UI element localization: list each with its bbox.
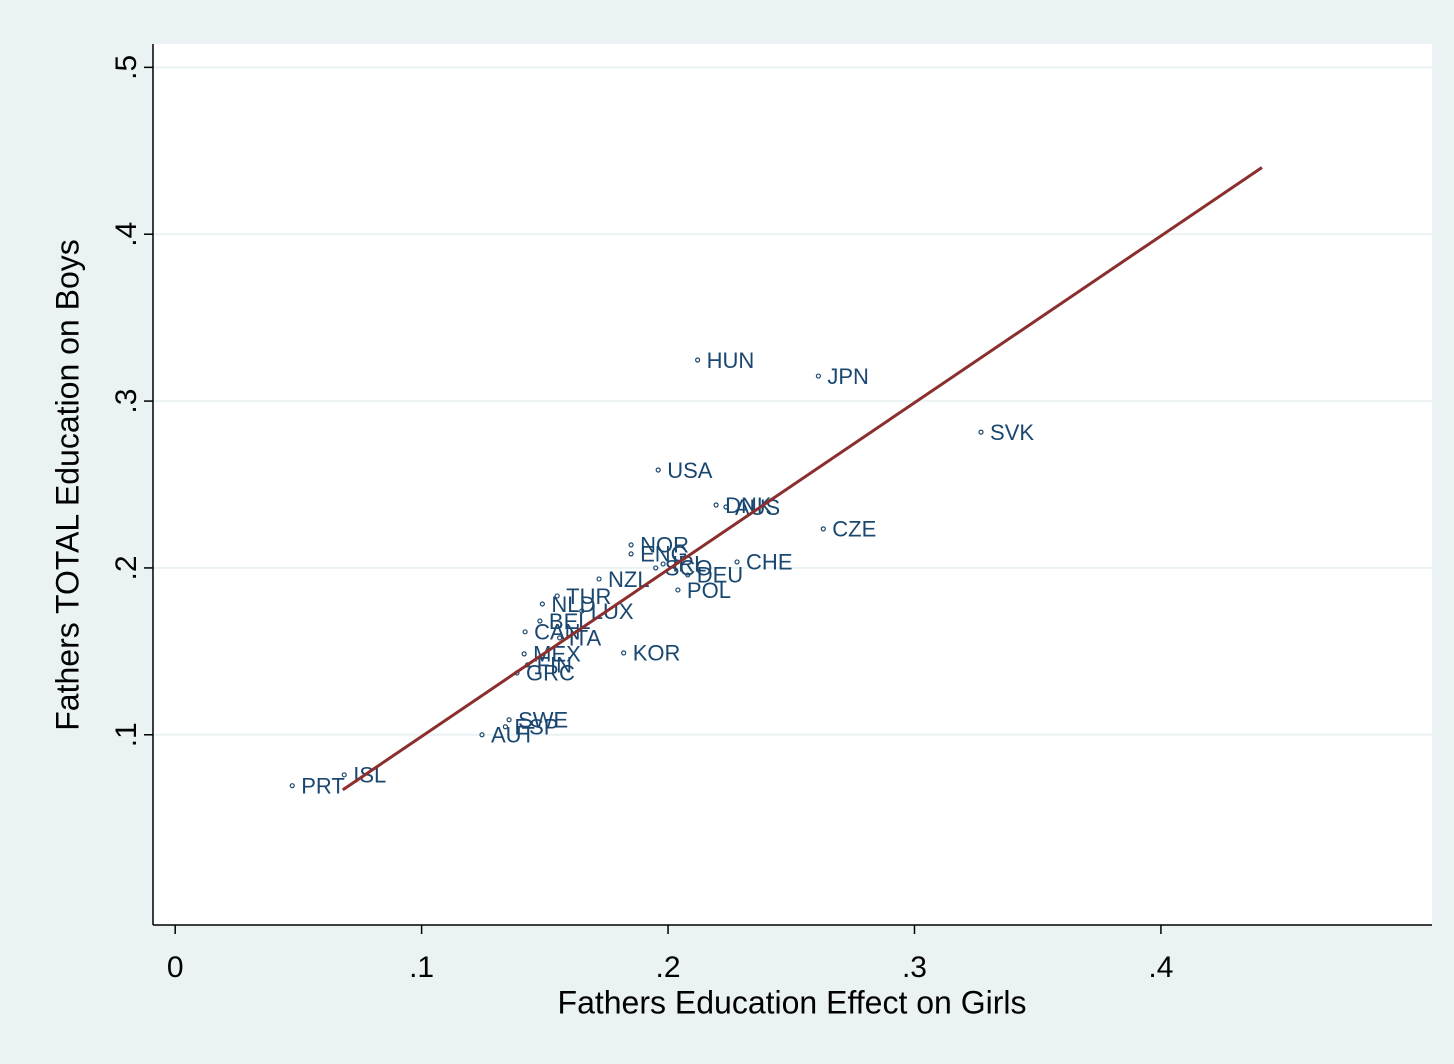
point-label: BEL [549, 609, 591, 634]
point-label: SVK [990, 420, 1034, 445]
point [539, 601, 545, 607]
point-label: TUR [566, 584, 611, 609]
y-tick-label: .5 [110, 55, 143, 80]
y-tick-label: .3 [110, 389, 143, 414]
point [660, 561, 666, 567]
y-axis-title: Fathers TOTAL Education on Boys [49, 239, 85, 731]
y-tick-label: .1 [110, 722, 143, 747]
point-label: POL [687, 578, 731, 603]
point [653, 565, 659, 571]
point-label: ESP [514, 715, 558, 740]
point [479, 732, 485, 738]
point-label: ITA [569, 626, 602, 651]
point-label: SWE [518, 708, 568, 733]
point [685, 572, 691, 578]
point-label: NLD [551, 592, 595, 617]
point-label: PRT [301, 773, 345, 798]
x-tick-label: 0 [167, 951, 184, 984]
point [713, 502, 719, 508]
point-label: ISL [353, 763, 386, 788]
point [557, 635, 563, 641]
point [579, 608, 585, 614]
point [655, 467, 661, 473]
point [521, 651, 527, 657]
point [596, 576, 602, 582]
point-label: KOR [633, 641, 681, 666]
point [537, 618, 543, 624]
point-label: NOR [640, 533, 689, 558]
x-tick-label: .1 [409, 951, 434, 984]
point [554, 593, 560, 599]
point [341, 772, 347, 778]
point [675, 587, 681, 593]
point [978, 429, 984, 435]
x-tick-label: .3 [902, 951, 927, 984]
point [723, 504, 729, 510]
y-tick-label: .2 [110, 555, 143, 580]
point [734, 559, 740, 565]
point-label: FIN [537, 653, 572, 678]
point-label: CZE [832, 517, 876, 542]
point [621, 650, 627, 656]
point [289, 783, 295, 789]
x-axis-title: Fathers Education Effect on Girls [558, 984, 1027, 1020]
point-label: GRC [526, 661, 575, 686]
point [628, 542, 634, 548]
point-label: CHE [746, 550, 792, 575]
fit-line [341, 166, 1263, 792]
point-label: AUT [491, 723, 535, 748]
point-label: JPN [827, 364, 869, 389]
grid [153, 66, 1432, 736]
point [522, 629, 528, 635]
point [506, 717, 512, 723]
point-label: DEU [697, 563, 743, 588]
point-label: HUN [707, 348, 755, 373]
point [628, 551, 634, 557]
x-tick-label: .2 [656, 951, 681, 984]
point-label: CAN [534, 620, 580, 645]
point [695, 357, 701, 363]
y-tick-label: .4 [110, 222, 143, 247]
point [502, 724, 509, 730]
point-label: USA [667, 458, 713, 483]
x-tick-label: .4 [1148, 951, 1173, 984]
point-label: LUX [591, 599, 634, 624]
point [820, 526, 826, 532]
point [815, 373, 821, 379]
